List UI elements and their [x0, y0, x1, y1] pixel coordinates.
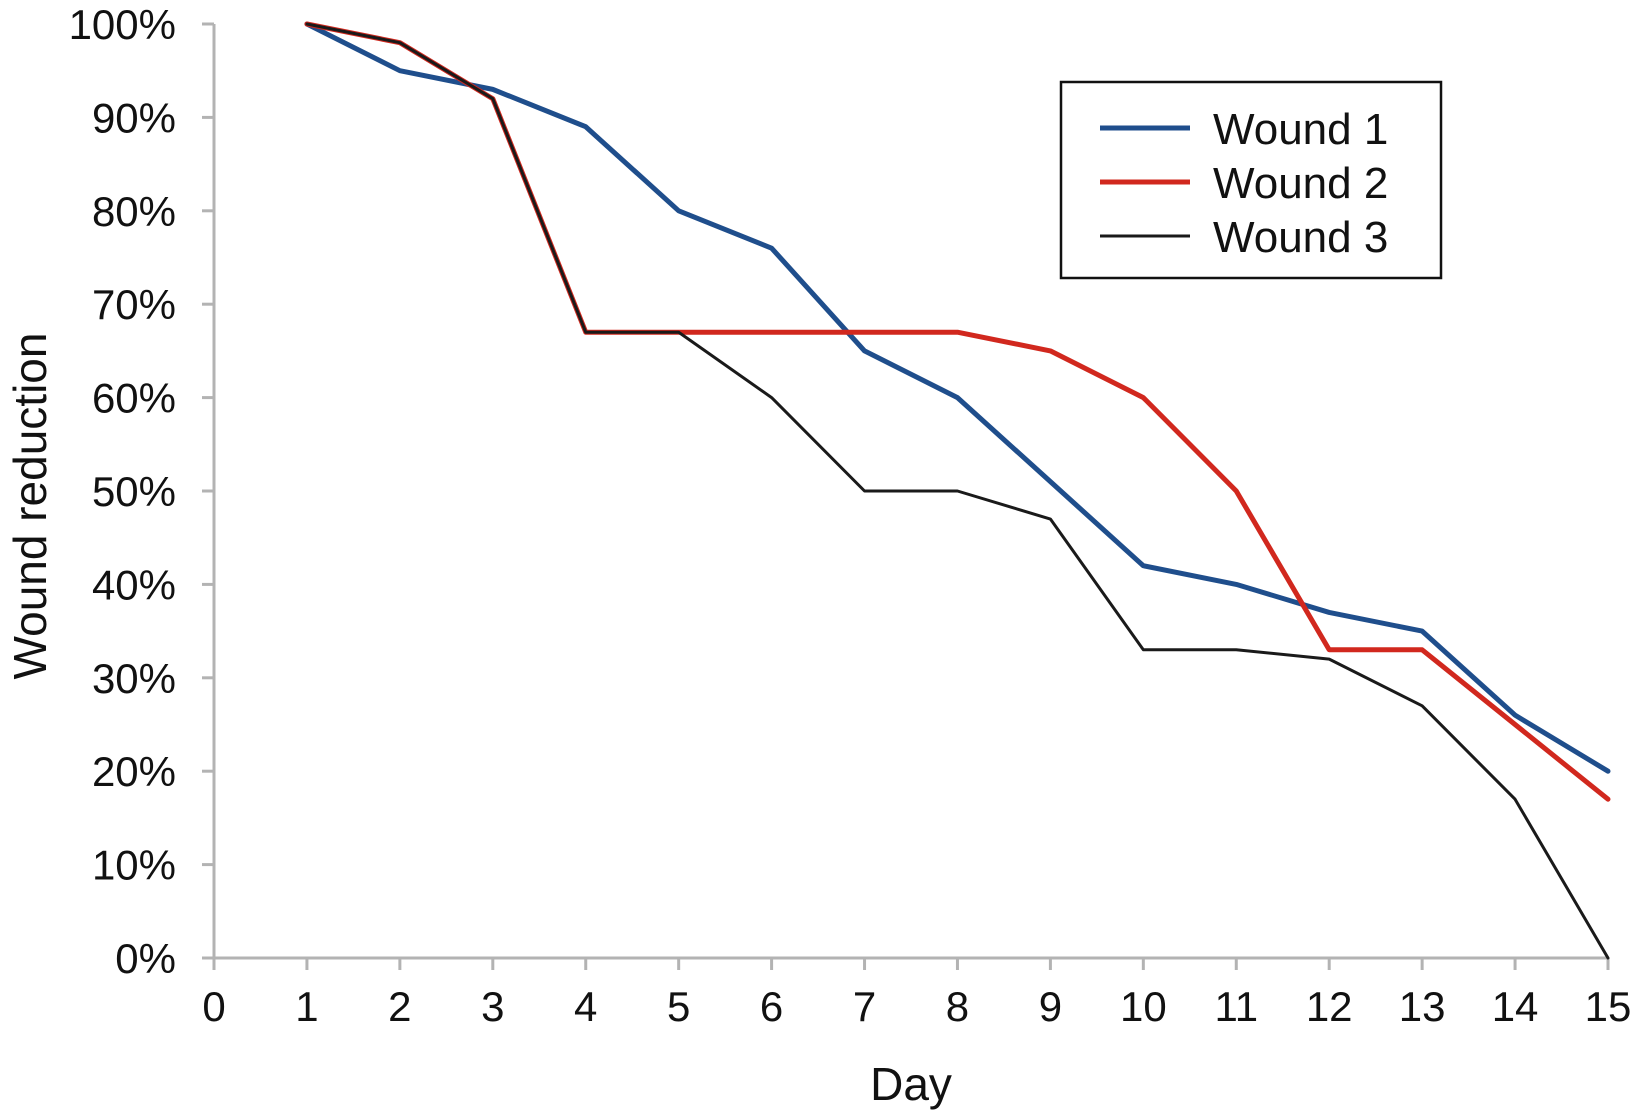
x-tick-label: 9 [1039, 983, 1062, 1030]
legend-label-3: Wound 3 [1213, 213, 1388, 262]
x-tick-label: 8 [946, 983, 969, 1030]
y-tick-label: 40% [92, 561, 176, 608]
x-tick-label: 0 [202, 983, 225, 1030]
legend-label-2: Wound 2 [1213, 159, 1388, 208]
legend-items: Wound 1 Wound 2 Wound 3 [1100, 105, 1388, 262]
x-tick-label: 7 [853, 983, 876, 1030]
x-tick-label: 1 [295, 983, 318, 1030]
y-axis-title: Wound reduction [4, 333, 56, 680]
y-tick-label: 60% [92, 375, 176, 422]
y-tick-label: 0% [115, 935, 176, 982]
x-axis-ticks: 0 1 2 3 4 5 6 7 8 9 10 11 12 13 14 15 [202, 958, 1631, 1030]
x-tick-label: 2 [388, 983, 411, 1030]
x-tick-label: 5 [667, 983, 690, 1030]
x-tick-label: 11 [1214, 983, 1258, 1030]
series-lines [304, 21, 1611, 960]
x-tick-label: 4 [574, 983, 597, 1030]
y-axis-ticks: 0% 10% 20% 30% 40% 50% 60% 70% 80% 90% 100% [69, 1, 214, 982]
legend: Wound 1 Wound 2 Wound 3 [1059, 80, 1443, 280]
series-line-3 [305, 22, 1610, 960]
y-tick-label: 100% [69, 1, 176, 48]
x-axis-title: Day [870, 1058, 952, 1110]
y-tick-label: 20% [92, 748, 176, 795]
x-tick-label: 15 [1585, 983, 1632, 1030]
x-tick-label: 14 [1492, 983, 1539, 1030]
y-tick-label: 70% [92, 281, 176, 328]
legend-label-1: Wound 1 [1213, 105, 1388, 154]
x-tick-label: 10 [1120, 983, 1167, 1030]
x-tick-label: 6 [760, 983, 783, 1030]
x-tick-label: 3 [481, 983, 504, 1030]
y-tick-label: 90% [92, 94, 176, 141]
y-tick-label: 80% [92, 188, 176, 235]
y-tick-label: 10% [92, 842, 176, 889]
y-tick-label: 50% [92, 468, 176, 515]
y-tick-label: 30% [92, 655, 176, 702]
x-tick-label: 12 [1306, 983, 1353, 1030]
series-line-1 [304, 21, 1611, 774]
x-tick-label: 13 [1399, 983, 1446, 1030]
